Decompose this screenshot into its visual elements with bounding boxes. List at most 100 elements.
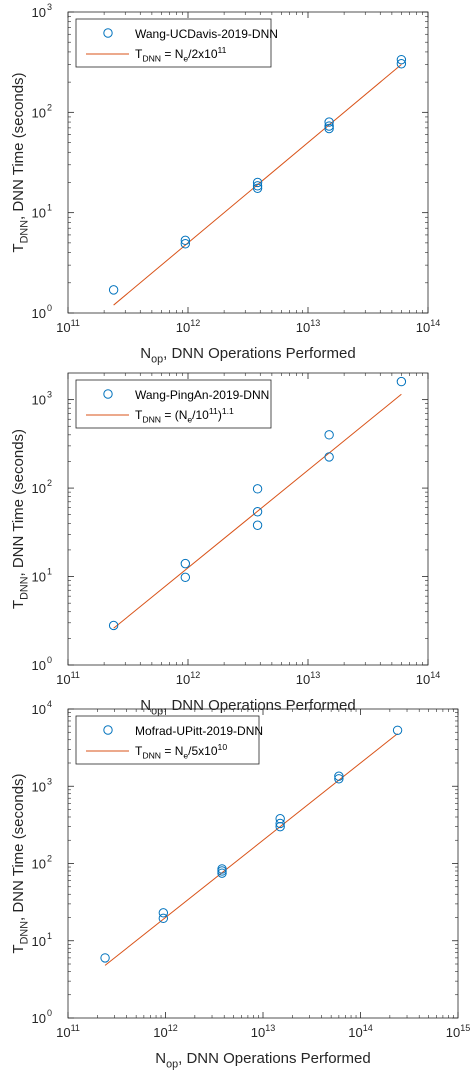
x-tick-mantissa: 10 [416, 320, 430, 335]
y-tick-exponent: 3 [47, 2, 52, 12]
legend-marker [103, 28, 113, 38]
x-tick-exponent: 14 [430, 318, 440, 328]
y-tick-label: 10 [32, 857, 46, 872]
y-axis-label-part-0: T [10, 243, 27, 252]
x-tick-mantissa: 10 [446, 1025, 460, 1040]
legend-fit-label-part-0: T [135, 47, 143, 61]
legend-series-name: Wang-UCDavis-2019-DNN [135, 27, 278, 41]
x-tick-label: 1011 [56, 670, 80, 687]
y-tick-exponent: 3 [47, 776, 52, 786]
x-tick-exponent: 11 [71, 1023, 80, 1033]
data-point [217, 866, 227, 876]
y-tick-exponent: 2 [47, 478, 52, 488]
x-axis-label-part-2: , DNN Operations Performed [178, 1050, 371, 1067]
y-tick-mantissa: 10 [32, 5, 46, 20]
y-tick-mantissa: 10 [32, 306, 46, 321]
data-point [180, 558, 191, 569]
legend-fit-label-part-6: ) [218, 408, 222, 422]
y-axis-label-part-2: , DNN Time (seconds) [10, 72, 27, 220]
fit-line [104, 733, 398, 966]
y-axis-label-part-0: T [10, 600, 27, 609]
x-tick-label: 1011 [56, 1023, 80, 1040]
x-tick-exponent: 14 [363, 1023, 373, 1033]
x-tick-mantissa: 10 [296, 320, 310, 335]
legend-fit-label-part-5: 10 [218, 742, 228, 752]
x-axis-label-part-1: op [151, 354, 163, 366]
data-point [100, 953, 110, 963]
y-tick-mantissa: 10 [32, 481, 46, 496]
x-tick-label: 1014 [416, 670, 440, 687]
y-tick-label: 10 [32, 1011, 46, 1026]
y-axis-label-part-0: T [10, 944, 27, 953]
legend-series-name: Wang-PingAn-2019-DNN [135, 388, 269, 402]
x-tick-exponent: 13 [310, 670, 320, 680]
legend-fit-label-part-1: DNN [142, 415, 161, 425]
data-point [180, 239, 191, 249]
legend-fit-label-part-3: e [187, 415, 192, 425]
x-tick-exponent: 12 [190, 670, 200, 680]
data-point [275, 814, 285, 824]
legend-fit-label-part-2: = N [161, 47, 183, 61]
x-axis-label: Nop, DNN Operations Performed [140, 345, 355, 366]
data-point [275, 821, 285, 832]
y-tick-label: 10 [32, 779, 46, 794]
y-tick-mantissa: 10 [32, 934, 46, 949]
y-axis-label-part-1: DNN [19, 220, 31, 243]
x-tick-label: 1015 [446, 1023, 470, 1040]
y-tick-label: 10 [32, 393, 46, 408]
data-point [252, 177, 263, 188]
data-point [252, 520, 263, 530]
x-tick-label: 1011 [56, 318, 80, 335]
data-point [392, 725, 403, 735]
data-point [396, 54, 407, 65]
y-tick-mantissa: 10 [32, 393, 46, 408]
x-tick-label: 1012 [176, 318, 200, 335]
x-axis-label: Nop, DNN Operations Performed [140, 697, 355, 718]
legend-fit-label: TDNN = Ne/2x1011 [135, 45, 227, 63]
data-point [108, 620, 119, 631]
y-tick-label: 10 [32, 306, 46, 321]
legend-box [75, 379, 272, 429]
y-tick-mantissa: 10 [32, 1011, 46, 1026]
x-tick-exponent: 13 [310, 318, 320, 328]
x-tick-mantissa: 10 [296, 672, 310, 687]
y-tick-exponent: 4 [47, 699, 52, 709]
y-axis-label-part-2: , DNN Time (seconds) [10, 429, 27, 577]
data-point [180, 235, 191, 246]
legend-fit-label-part-0: T [135, 408, 143, 422]
data-point [252, 484, 263, 494]
data-point [334, 771, 344, 781]
y-tick-label: 10 [32, 658, 46, 673]
legend-fit-label-part-5: 11 [209, 406, 218, 416]
x-tick-mantissa: 10 [153, 1025, 167, 1040]
x-tick-label: 1014 [416, 318, 440, 335]
x-tick-label: 1013 [296, 670, 320, 687]
data-point [252, 181, 263, 191]
y-tick-exponent: 0 [47, 1008, 52, 1018]
legend-fit-label-part-3: e [183, 751, 188, 761]
legend: Wang-PingAn-2019-DNN TDNN = (Ne/1011)1.1 [75, 379, 272, 429]
y-tick-label: 10 [32, 206, 46, 221]
x-axis-label-part-2: , DNN Operations Performed [163, 697, 356, 714]
x-axis-label-part-0: N [140, 697, 151, 714]
legend-marker [103, 725, 113, 735]
x-tick-mantissa: 10 [56, 672, 70, 687]
legend-fit-label-part-5: 11 [218, 45, 227, 55]
x-tick-label: 1012 [176, 670, 200, 687]
legend-fit-label-part-1: DNN [142, 54, 161, 64]
data-point [324, 117, 334, 127]
legend-box [75, 18, 272, 68]
legend-fit-label-part-1: DNN [142, 751, 161, 761]
data-point [252, 507, 263, 517]
legend-fit-label-part-3: e [183, 54, 188, 64]
data-point [275, 818, 285, 829]
legend-box [75, 715, 260, 765]
x-tick-exponent: 15 [460, 1023, 470, 1033]
x-tick-mantissa: 10 [56, 320, 70, 335]
x-tick-mantissa: 10 [56, 1025, 70, 1040]
data-point [324, 123, 334, 134]
x-tick-mantissa: 10 [416, 672, 430, 687]
y-tick-label: 10 [32, 5, 46, 20]
y-tick-mantissa: 10 [32, 658, 46, 673]
